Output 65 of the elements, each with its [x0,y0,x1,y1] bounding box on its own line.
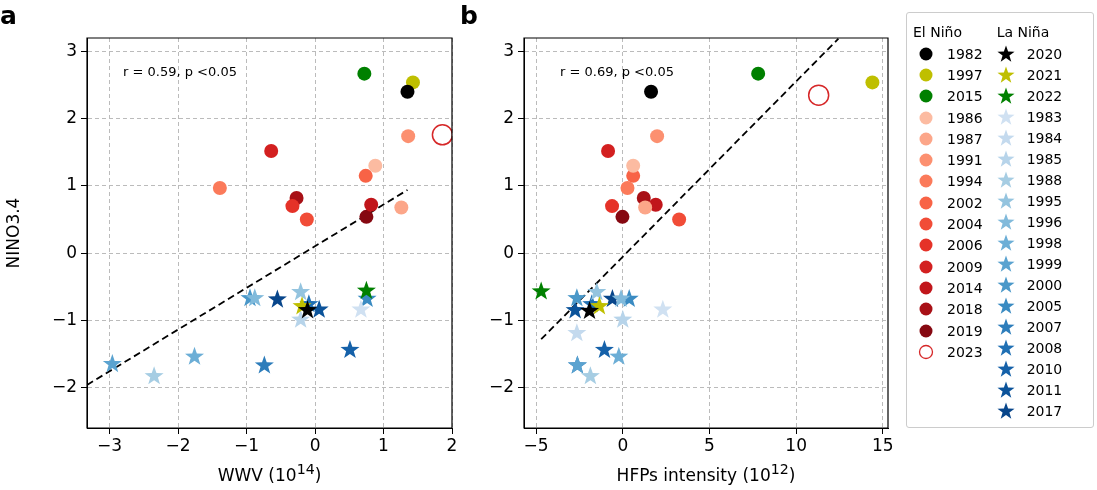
legend-label: 2017 [1026,402,1063,419]
legend-label: 2022 [1026,87,1063,104]
legend-label: 2010 [1026,360,1063,377]
legend-label: 2018 [947,301,983,318]
legend-label: 2009 [947,258,983,275]
chart-title: a [0,0,17,30]
y-tick-label: 0 [66,241,77,262]
legend-label: 1998 [1026,234,1063,251]
legend-label: 2008 [1026,339,1063,356]
legend-label: 2004 [947,216,983,233]
y-tick-label: 2 [503,107,514,128]
text: La Niña [996,23,1051,42]
y-tick-label: 3 [66,39,77,60]
legend-label: 1995 [1026,192,1063,209]
legend-label: 2023 [947,343,983,360]
legend-label: 1987 [947,130,983,147]
y-tick-label: −1 [488,308,514,329]
x-tick-label: 0 [309,434,321,455]
x-tick-label: −3 [97,434,123,455]
legend-label: 1984 [1026,129,1063,146]
x-tick-label: −5 [523,434,549,455]
legend-label: 2021 [1026,66,1063,83]
legend-label: 1999 [1026,255,1063,272]
legend-label: 1991 [947,152,983,169]
legend-label: 1994 [947,173,983,190]
legend-label: 2014 [947,279,983,296]
legend-label: 2015 [947,88,983,105]
annotation: r = 0.69, p <0.05 [560,64,674,80]
y-tick-label: 2 [66,107,77,128]
legend-label: 2005 [1026,297,1063,314]
legend-label: 2019 [947,322,983,339]
legend-label: 1996 [1026,213,1063,230]
y-tick-label: −2 [51,376,77,397]
text: El Niño [913,23,963,42]
y-tick-label: 1 [503,174,514,195]
y-tick-label: 0 [503,241,514,262]
x-tick-label: 0 [617,434,629,455]
legend-label: 2011 [1026,381,1063,398]
x-tick-label: −1 [234,434,260,455]
legend-label: 1985 [1026,150,1063,167]
y-tick-label: 1 [66,174,77,195]
x-tick-label: 2 [446,434,458,455]
y-axis-title: NINO3.4 [2,197,23,269]
x-tick-label: −2 [165,434,191,455]
x-tick-label: 5 [704,434,715,455]
y-tick-label: 3 [503,39,514,60]
legend-label: 2007 [1026,318,1063,335]
x-tick-label: 10 [785,434,807,455]
legend-label: 2002 [947,194,983,211]
y-tick-label: −1 [51,308,77,329]
legend-label: 2020 [1026,45,1063,62]
legend-label: 2006 [947,237,983,254]
chart-title: b [460,0,478,30]
x-axis-title: HFPs intensity (10$^{12}$) [615,460,797,486]
y-tick-label: −2 [488,376,514,397]
legend-label: 1988 [1026,171,1063,188]
legend-label: 1982 [947,45,983,62]
x-axis-title: WWV (10$^{14}$) [216,460,323,486]
legend-label: 1983 [1026,108,1063,125]
legend-label: 2000 [1026,276,1063,293]
legend-label: 1986 [947,109,983,126]
legend-label: 1997 [947,66,983,83]
annotation: r = 0.59, p <0.05 [123,64,237,80]
x-tick-label: 15 [871,434,894,455]
x-tick-label: 1 [378,434,389,455]
